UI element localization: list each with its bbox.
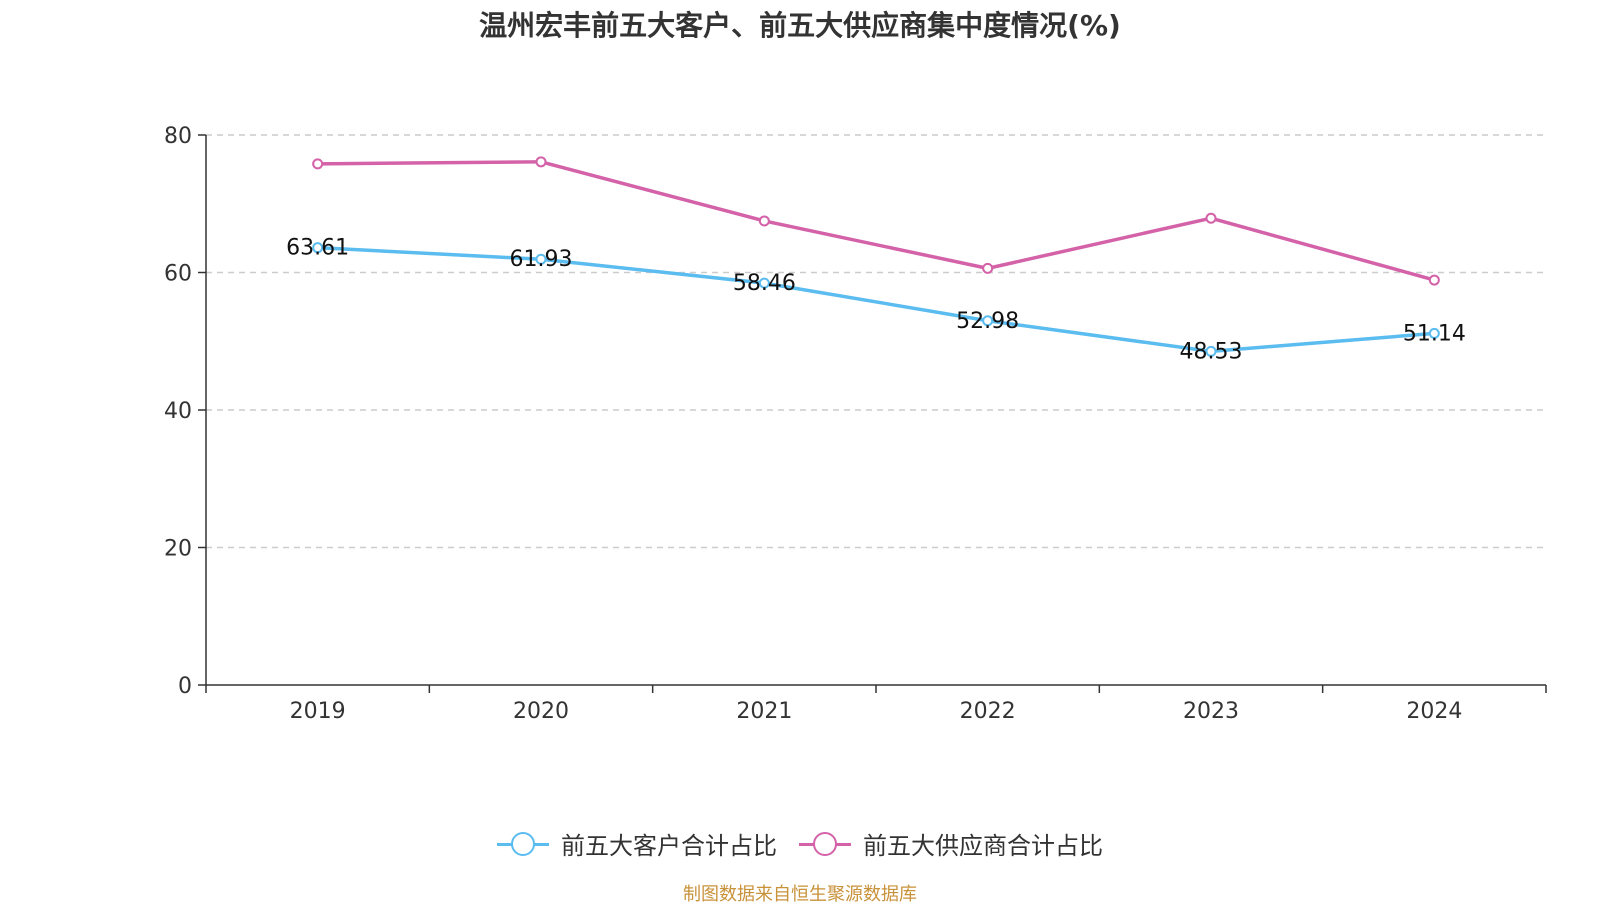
data-label: 63.61 [286,236,349,261]
x-tick-label: 2022 [960,699,1016,724]
x-tick-label: 2023 [1183,699,1239,724]
data-point-1 [1428,274,1440,286]
x-tick-label: 2024 [1406,699,1462,724]
series-lines [312,156,1440,357]
legend-label-suppliers: 前五大供应商合计占比 [863,832,1103,860]
x-tick-label: 2019 [290,699,346,724]
chart-title: 温州宏丰前五大客户、前五大供应商集中度情况(%) [479,9,1121,42]
data-point-1 [312,158,324,170]
grid-lines [206,134,1546,549]
axes: 0 20 40 60 80 2019 2020 2021 2022 2023 2024 [164,124,1547,724]
data-point-0 [312,242,324,254]
legend-label-customers: 前五大客户合计占比 [561,832,777,860]
data-label: 48.53 [1180,339,1243,364]
data-point-1 [535,156,547,168]
y-tick-label: 80 [164,124,192,149]
legend-marker-customers [497,831,549,857]
data-point-0 [1428,327,1440,339]
data-point-0 [758,277,770,289]
legend-item-customers[interactable]: 前五大客户合计占比 [497,826,777,861]
data-point-1 [982,262,994,274]
legend: 前五大客户合计占比 前五大供应商合计占比 [0,826,1600,861]
series-line-1 [317,160,1435,282]
data-point-1 [1205,212,1217,224]
x-tick-label: 2020 [513,699,569,724]
series-line-0 [317,245,1435,354]
data-point-0 [535,253,547,265]
y-tick-label: 0 [178,674,192,699]
y-tick-label: 40 [164,399,192,424]
source-note: 制图数据来自恒生聚源数据库 [683,884,917,905]
legend-marker-suppliers [799,831,851,857]
data-label: 61.93 [510,247,573,272]
y-tick-label: 20 [164,537,192,562]
y-tick-label: 60 [164,262,192,287]
data-point-0 [1205,345,1217,357]
x-tick-label: 2021 [736,699,792,724]
data-labels: 63.61 61.93 58.46 52.98 48.53 51.14 [286,236,1466,365]
data-label: 51.14 [1403,321,1466,346]
legend-item-suppliers[interactable]: 前五大供应商合计占比 [799,826,1103,861]
data-point-1 [758,215,770,227]
data-label: 52.98 [956,309,1019,334]
data-point-0 [982,315,994,327]
data-label: 58.46 [733,271,796,296]
